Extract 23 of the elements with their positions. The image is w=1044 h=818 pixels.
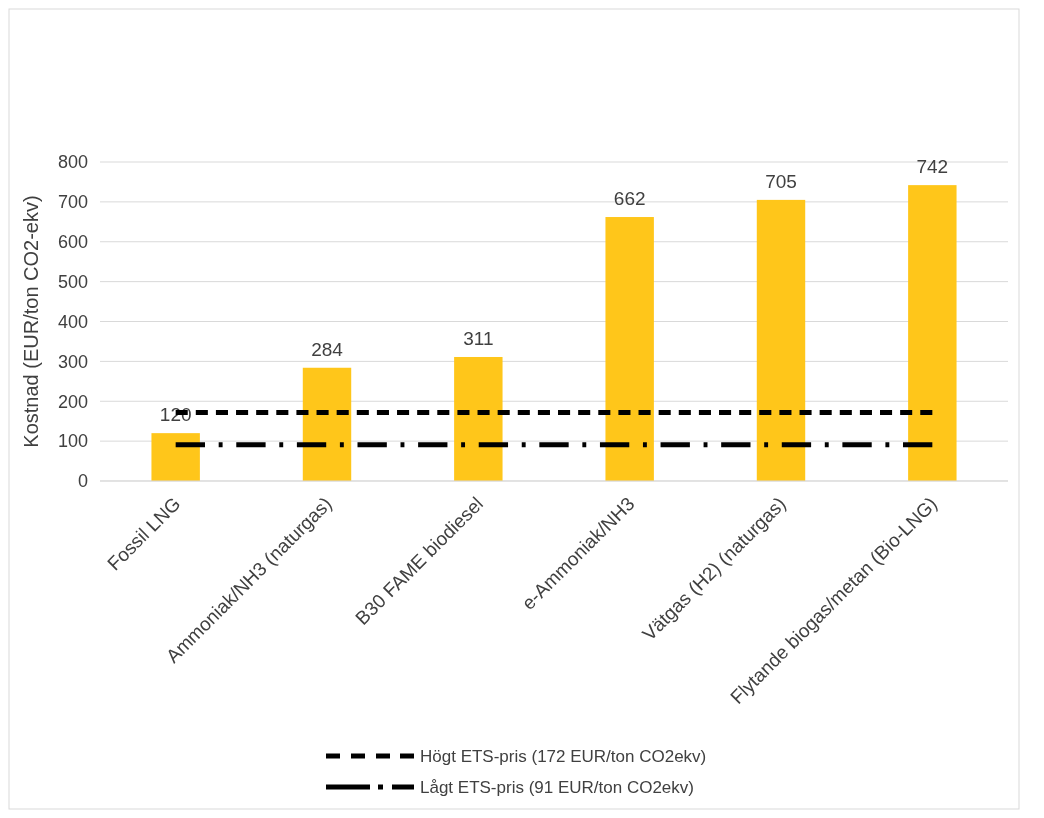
y-axis-title: Kostnad (EUR/ton CO2-ekv)	[20, 195, 42, 448]
bar	[302, 367, 352, 481]
data-label: 311	[463, 327, 494, 349]
data-label: 705	[765, 170, 797, 192]
legend-label: Högt ETS-pris (172 EUR/ton CO2ekv)	[420, 746, 707, 766]
y-tick-label: 0	[77, 471, 88, 492]
y-tick-label: 600	[57, 232, 88, 253]
legend-label: Lågt ETS-pris (91 EUR/ton CO2ekv)	[420, 777, 694, 797]
y-tick-label: 800	[57, 152, 88, 173]
y-tick-label: 300	[57, 351, 88, 372]
y-tick-label: 400	[57, 311, 88, 332]
y-tick-label: 200	[57, 391, 88, 412]
data-label: 742	[916, 156, 949, 178]
data-label: 662	[613, 188, 646, 210]
data-label: 284	[311, 338, 344, 360]
y-tick-label: 500	[57, 271, 88, 292]
bar	[151, 433, 200, 481]
bar	[908, 185, 957, 481]
bar	[605, 217, 654, 481]
bar	[756, 199, 806, 481]
bar	[454, 356, 503, 481]
y-tick-label: 100	[57, 431, 88, 452]
y-tick-label: 700	[57, 192, 88, 213]
